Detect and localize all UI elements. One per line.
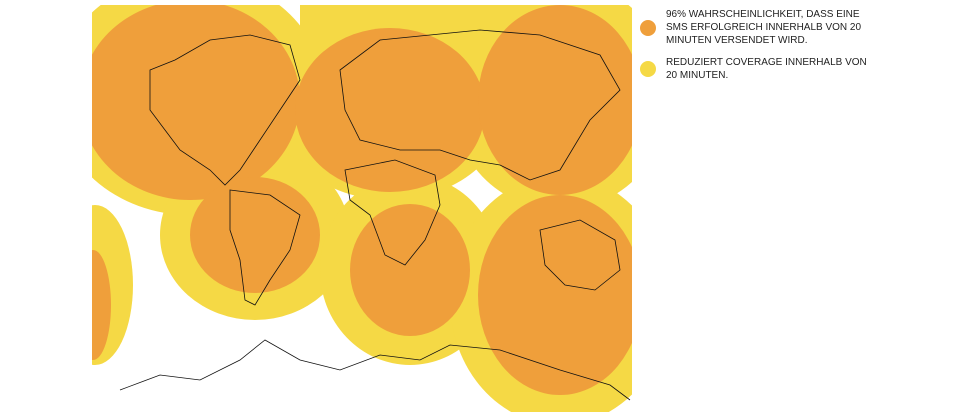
legend-swatch [640,19,656,36]
coastlines [119,29,631,401]
legend-label: 96% WAHRSCHEINLICHKEIT, DASS EINE SMS ER… [666,9,862,46]
legend-label: REDUZIERT COVERAGE INNERHALB VON 20 MINU… [666,57,867,81]
legend-entry: REDUZIERT COVERAGE INNERHALB VON 20 MINU… [640,56,880,82]
high-coverage [92,5,632,395]
legend-swatch [640,61,656,77]
coverage-areas [92,5,632,412]
legend-entry: 96% WAHRSCHEINLICHKEIT, DASS EINE SMS ER… [640,8,880,47]
